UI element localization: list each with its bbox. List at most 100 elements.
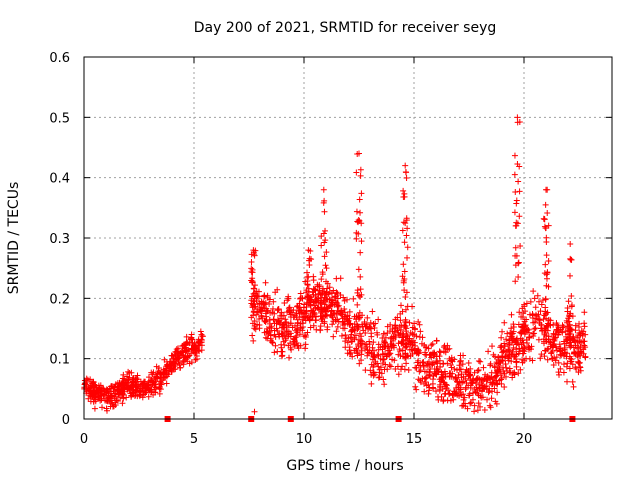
data-point	[472, 389, 479, 396]
data-point	[318, 276, 325, 283]
data-point	[153, 363, 160, 370]
data-point	[424, 362, 431, 369]
data-point	[156, 390, 163, 397]
data-point	[427, 351, 434, 358]
data-point	[409, 341, 416, 348]
data-point	[407, 352, 414, 359]
data-point	[564, 305, 571, 312]
data-point	[137, 392, 144, 399]
data-point	[262, 279, 269, 286]
data-point	[263, 325, 270, 332]
data-point	[556, 371, 563, 378]
data-point	[312, 293, 319, 300]
data-point	[505, 346, 512, 353]
data-point	[397, 326, 404, 333]
data-point	[153, 374, 160, 381]
data-point	[564, 360, 571, 367]
data-point	[507, 333, 514, 340]
data-point	[499, 328, 506, 335]
data-point	[278, 309, 285, 316]
data-point	[416, 321, 423, 328]
data-point	[404, 254, 411, 261]
data-point	[580, 338, 587, 345]
data-point	[270, 316, 277, 323]
data-point	[297, 324, 304, 331]
data-point	[509, 374, 516, 381]
data-point	[560, 361, 567, 368]
data-point	[477, 403, 484, 410]
data-point	[170, 360, 177, 367]
data-point	[280, 338, 287, 345]
data-point	[302, 345, 309, 352]
data-point	[366, 338, 373, 345]
data-point	[475, 357, 482, 364]
data-point	[281, 324, 288, 331]
data-point	[129, 390, 136, 397]
data-point	[471, 408, 478, 415]
data-point	[250, 300, 257, 307]
data-point	[535, 336, 542, 343]
data-point	[400, 279, 407, 286]
data-point	[477, 392, 484, 399]
data-point	[359, 340, 366, 347]
data-point	[286, 308, 293, 315]
data-point	[323, 278, 330, 285]
data-point	[572, 338, 579, 345]
data-point	[543, 186, 549, 193]
data-point	[355, 342, 362, 349]
data-point	[493, 377, 500, 384]
data-point	[129, 383, 136, 390]
data-point	[467, 400, 474, 407]
data-point	[325, 290, 332, 297]
data-point	[290, 338, 297, 345]
data-point	[345, 317, 352, 324]
data-point	[123, 394, 130, 401]
data-point	[442, 349, 449, 356]
plot-frame	[83, 56, 613, 420]
data-point	[458, 374, 465, 381]
data-point	[145, 374, 152, 381]
data-point	[306, 316, 313, 323]
data-point	[535, 316, 542, 323]
data-point	[474, 407, 481, 414]
data-point	[401, 268, 408, 275]
data-point	[305, 285, 312, 292]
data-point	[379, 346, 386, 353]
data-point	[328, 312, 335, 319]
data-point	[249, 279, 256, 286]
data-point	[371, 325, 378, 332]
data-point	[319, 285, 326, 292]
data-point	[264, 335, 271, 342]
data-point	[411, 347, 418, 354]
data-point	[375, 374, 382, 381]
data-point	[179, 342, 186, 349]
data-point	[415, 318, 422, 325]
data-point	[422, 349, 429, 356]
data-point	[368, 380, 375, 387]
data-point	[565, 315, 572, 322]
data-point	[403, 232, 410, 239]
data-point	[355, 216, 362, 223]
data-point	[544, 209, 551, 216]
data-point	[488, 369, 495, 376]
data-point	[293, 313, 300, 320]
data-point	[506, 347, 513, 354]
data-point	[429, 361, 436, 368]
data-point	[532, 304, 539, 311]
data-point	[561, 340, 568, 347]
data-point	[342, 331, 349, 338]
data-point	[355, 292, 362, 299]
data-point	[382, 361, 389, 368]
data-point	[354, 326, 361, 333]
data-point	[317, 327, 324, 334]
data-point	[542, 304, 549, 311]
data-point	[437, 349, 444, 356]
data-point	[455, 372, 462, 379]
data-point	[358, 351, 365, 358]
data-point	[513, 351, 520, 358]
data-point	[523, 326, 530, 333]
data-point	[399, 308, 406, 315]
data-point	[465, 368, 472, 375]
data-point	[305, 247, 312, 254]
data-point	[565, 298, 572, 305]
